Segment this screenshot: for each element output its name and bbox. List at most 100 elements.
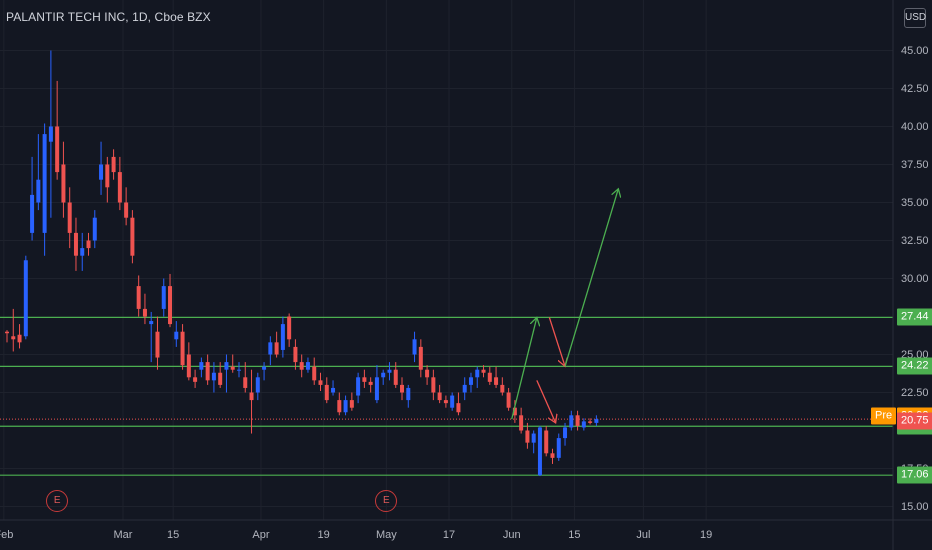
level-price-tag: 24.22 (897, 357, 932, 375)
candle-body (293, 346, 298, 363)
candle (362, 369, 367, 388)
candle-body (500, 384, 505, 393)
earnings-marker[interactable]: E (46, 490, 69, 512)
y-tick-label: 40.00 (901, 120, 929, 133)
candle-body (142, 308, 147, 317)
y-tick-label: 35.00 (901, 196, 929, 209)
candle (393, 362, 398, 388)
candle-body (349, 400, 354, 408)
candle (556, 433, 561, 461)
candle (374, 365, 379, 404)
premarket-label: Pre (871, 407, 897, 425)
candle-body (544, 430, 549, 454)
candle (418, 339, 423, 378)
candle-body (149, 321, 154, 325)
candle-body (105, 164, 110, 188)
candle-body (111, 156, 116, 173)
candle-body (186, 354, 191, 378)
y-tick-label: 15.00 (901, 500, 929, 513)
currency-button[interactable]: USD (904, 8, 926, 28)
candle-body (487, 372, 492, 382)
candle-body (462, 384, 467, 393)
candle-body (531, 433, 536, 443)
candle-body (287, 316, 292, 340)
candle-body (418, 346, 423, 370)
y-tick-label: 42.50 (901, 82, 929, 95)
level-price-tag: 27.44 (897, 308, 932, 326)
candle-body (30, 194, 35, 233)
projection-arrow-red[interactable] (536, 380, 556, 423)
x-tick-label: Jun (502, 529, 521, 541)
projection-arrow-red[interactable] (548, 317, 565, 366)
candle (412, 331, 417, 363)
candle-body (588, 421, 593, 423)
candle-body (243, 377, 248, 388)
y-tick-label: 32.50 (901, 234, 929, 247)
candle (356, 372, 361, 404)
candle-body (249, 392, 254, 401)
candle (99, 141, 104, 195)
candle (180, 324, 185, 370)
candle (293, 339, 298, 370)
candle (168, 273, 173, 328)
candle (506, 387, 511, 411)
candle (92, 210, 97, 249)
x-tick-label: Jul (636, 529, 651, 541)
candle (544, 425, 549, 457)
candle-body (193, 377, 198, 382)
candle (73, 217, 78, 271)
candle (594, 415, 599, 426)
candle-body (374, 377, 379, 401)
candle-body (224, 362, 229, 370)
candle-body (331, 387, 336, 393)
candle (494, 366, 499, 388)
candle (425, 365, 430, 385)
candle-body (61, 164, 66, 203)
candle (55, 80, 60, 180)
candle (400, 377, 405, 401)
candle (274, 331, 279, 358)
candle-body (356, 377, 361, 396)
candle (193, 369, 198, 388)
candle (36, 134, 41, 211)
candle (450, 392, 455, 411)
candle-body (537, 427, 542, 476)
candle (211, 362, 216, 393)
candle (299, 354, 304, 378)
candle (67, 187, 72, 249)
candle-body (368, 381, 373, 385)
candle (550, 448, 555, 464)
y-tick-label: 25.00 (901, 348, 929, 361)
candle-body (42, 134, 47, 233)
candle-body (406, 387, 411, 401)
candle-body (299, 362, 304, 370)
candle (243, 362, 248, 393)
candle (443, 395, 448, 408)
earnings-marker[interactable]: E (375, 490, 398, 512)
candle-body (205, 362, 210, 381)
candle-body (268, 342, 273, 355)
candle-body (506, 392, 511, 408)
candle (456, 392, 461, 416)
projection-arrow-green[interactable] (511, 317, 537, 420)
candle (61, 141, 66, 218)
candle (563, 422, 568, 446)
projection-arrow-green[interactable] (564, 189, 618, 367)
candle (124, 187, 129, 226)
y-tick-label: 22.50 (901, 386, 929, 399)
candle (468, 372, 473, 393)
candle (255, 372, 260, 401)
y-tick-label: 45.00 (901, 44, 929, 57)
candle-body (512, 407, 517, 416)
candle-body (168, 286, 173, 325)
candle (155, 316, 160, 370)
x-tick-label: Mar (113, 529, 133, 541)
candle (23, 255, 28, 340)
candle-body (494, 377, 499, 385)
candle (481, 365, 486, 378)
candle-body (17, 334, 22, 343)
candle (343, 395, 348, 416)
x-tick-label: May (375, 529, 397, 541)
candle-body (468, 377, 473, 385)
